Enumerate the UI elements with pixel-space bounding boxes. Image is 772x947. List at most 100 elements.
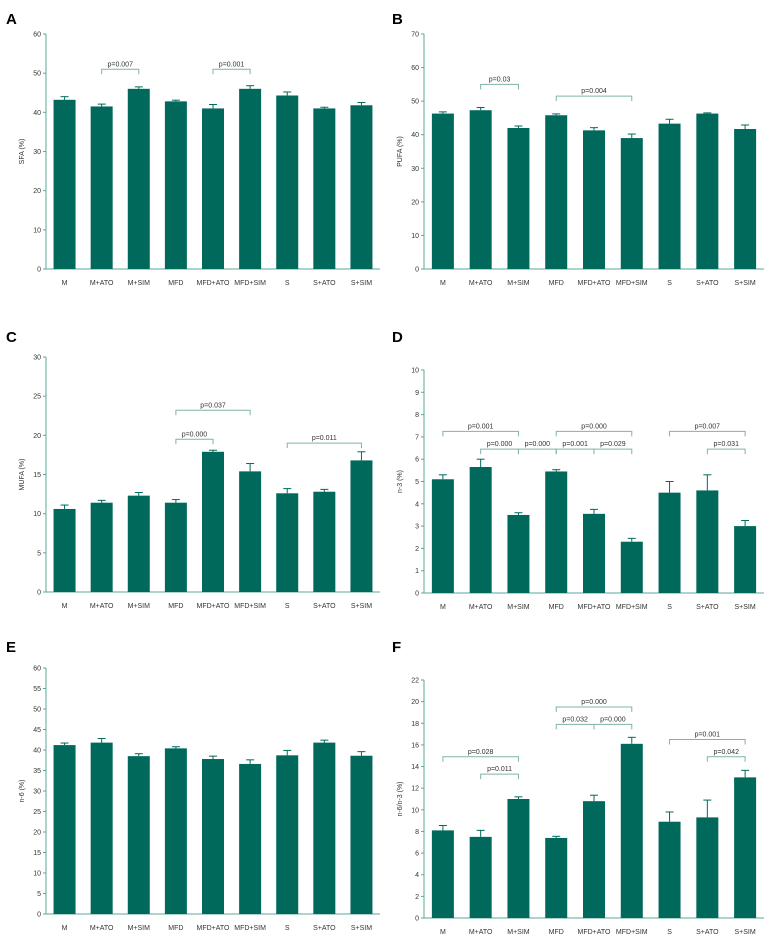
error-bar xyxy=(246,463,255,472)
p-value-label: p=0.000 xyxy=(487,441,513,448)
bar xyxy=(658,821,681,918)
error-bar xyxy=(627,537,636,542)
category-label: S xyxy=(667,929,672,936)
bar xyxy=(276,493,299,592)
bar xyxy=(507,799,530,918)
significance-bracket xyxy=(555,723,595,730)
y-tick-label: 20 xyxy=(33,433,41,440)
bar xyxy=(90,742,113,914)
bar xyxy=(431,830,454,918)
significance-bracket xyxy=(212,68,251,75)
category-label: MFD+SIM xyxy=(234,925,266,932)
category-label: M+ATO xyxy=(90,280,114,287)
error-bar xyxy=(134,753,143,757)
bar xyxy=(469,110,492,269)
error-bar xyxy=(627,133,636,139)
category-label: S+ATO xyxy=(313,603,336,610)
error-bar xyxy=(134,86,143,89)
y-tick-label: 10 xyxy=(33,871,41,878)
error-bar xyxy=(283,91,292,96)
category-label: MFD xyxy=(168,603,183,610)
category-label: M xyxy=(62,280,68,287)
error-bar xyxy=(741,520,750,527)
y-tick-label: 30 xyxy=(33,789,41,796)
y-tick-label: 3 xyxy=(415,524,419,531)
significance-bracket xyxy=(101,68,140,75)
error-bar xyxy=(741,124,750,130)
error-bar xyxy=(171,746,180,749)
bar xyxy=(239,763,262,914)
panel-letter: B xyxy=(392,11,403,28)
bar xyxy=(545,471,568,593)
category-label: M+SIM xyxy=(507,604,530,611)
panel-f: F 0 2 4 6 8 10 12 14 16 18 20 22 n-6/n-3 (%) M M+ATO M+S… xyxy=(392,639,764,936)
y-tick-label: 0 xyxy=(37,267,41,274)
category-label: MFD+ATO xyxy=(197,925,231,932)
category-label: M xyxy=(440,929,446,936)
category-label: M xyxy=(62,925,68,932)
y-tick-label: 40 xyxy=(33,110,41,117)
category-label: MFD+SIM xyxy=(616,604,648,611)
bar xyxy=(164,748,187,914)
bar xyxy=(90,502,113,592)
y-tick-label: 40 xyxy=(411,132,419,139)
bar xyxy=(507,128,530,269)
error-bar xyxy=(476,458,485,468)
bar xyxy=(620,138,643,269)
panel-c: C 0 5 10 15 20 25 30 MUFA (%) M M+ATO M+SIM MFD MFD+A… xyxy=(6,329,380,610)
y-tick-label: 30 xyxy=(33,355,41,362)
error-bar xyxy=(703,112,712,114)
significance-bracket xyxy=(555,430,633,437)
bar xyxy=(431,113,454,269)
y-tick-label: 70 xyxy=(411,32,419,39)
bar xyxy=(313,491,336,592)
category-label: MFD+SIM xyxy=(616,929,648,936)
y-tick-label: 6 xyxy=(415,457,419,464)
y-tick-label: 4 xyxy=(415,872,419,879)
p-value-label: p=0.000 xyxy=(581,699,607,706)
category-label: S xyxy=(667,604,672,611)
bar xyxy=(276,755,299,914)
y-axis-label: n-3 (%) xyxy=(397,470,404,493)
y-tick-label: 30 xyxy=(33,149,41,156)
error-bar xyxy=(665,481,674,493)
y-tick-label: 5 xyxy=(415,479,419,486)
bar xyxy=(127,88,150,269)
panel-b: B 0 10 20 30 40 50 60 70 PUFA (%) M M+ATO M+SIM MFD MF… xyxy=(392,11,764,287)
category-label: M+ATO xyxy=(90,603,114,610)
error-bar xyxy=(209,755,217,760)
p-value-label: p=0.028 xyxy=(468,749,494,756)
error-bar xyxy=(97,499,106,503)
y-tick-label: 45 xyxy=(33,727,41,734)
bar xyxy=(469,467,492,593)
error-bar xyxy=(320,488,329,492)
category-label: S+SIM xyxy=(735,604,756,611)
bar xyxy=(734,526,757,593)
category-label: S xyxy=(667,280,672,287)
panel-letter: A xyxy=(6,11,17,28)
category-label: S+ATO xyxy=(313,280,336,287)
y-tick-label: 20 xyxy=(411,199,419,206)
category-label: S+SIM xyxy=(351,603,372,610)
y-tick-label: 5 xyxy=(37,550,41,557)
y-tick-label: 20 xyxy=(33,830,41,837)
y-axis-label: n-6/n-3 (%) xyxy=(397,781,404,816)
bar xyxy=(545,837,568,918)
y-tick-label: 8 xyxy=(415,829,419,836)
bar xyxy=(127,756,150,914)
p-value-label: p=0.001 xyxy=(219,61,245,68)
category-label: S+ATO xyxy=(696,929,719,936)
category-label: MFD+SIM xyxy=(616,280,648,287)
p-value-label: p=0.032 xyxy=(562,716,588,723)
error-bar xyxy=(590,794,598,802)
y-tick-label: 0 xyxy=(415,591,419,598)
category-label: S xyxy=(285,603,290,610)
y-tick-label: 0 xyxy=(37,590,41,597)
category-label: M+ATO xyxy=(469,280,493,287)
error-bar xyxy=(60,742,69,746)
significance-bracket xyxy=(286,442,362,449)
p-value-label: p=0.037 xyxy=(200,402,226,409)
y-tick-label: 0 xyxy=(415,916,419,923)
bar xyxy=(545,115,568,269)
